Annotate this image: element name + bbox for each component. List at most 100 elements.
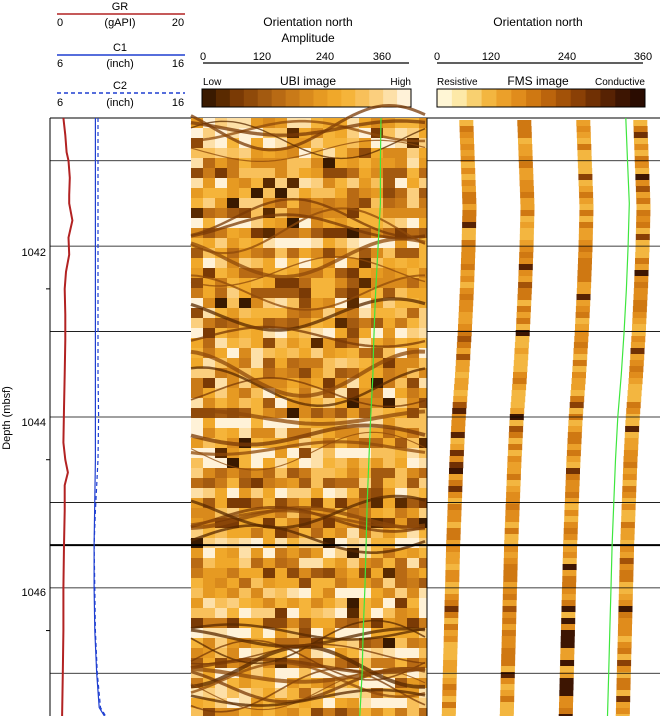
ubi-pixel [407,458,420,469]
ubi-pixel [203,168,216,179]
ubi-pixel [419,618,428,629]
ubi-pixel [311,328,324,339]
ubi-header: Orientation north Amplitude 0 120 240 36… [200,15,412,108]
ubi-pixel [335,598,348,609]
ubi-pixel [287,118,300,129]
ubi-pixel [215,608,228,619]
fms-pad-pixel [509,426,524,433]
ubi-pixel [299,538,312,549]
fms-pad-pixel [519,168,534,175]
ubi-pixel [203,668,216,679]
ubi-pixel [407,568,420,579]
ubi-pixel [323,398,336,409]
ubi-pixel [287,268,300,279]
fms-pad-pixel [449,462,464,469]
ubi-pixel [299,588,312,599]
fms-pad-pixel [573,348,588,355]
fms-pad-pixel [502,618,517,625]
fms-pad-pixel [501,660,516,667]
ubi-pixel [227,188,240,199]
ubi-pixel [239,118,252,129]
ubi-pixel [347,298,360,309]
fms-pad-pixel [502,594,517,601]
ubi-pixel [299,698,312,709]
fms-pad-pixel [621,504,636,511]
fms-pad-pixel [504,528,519,535]
ubi-pixel [275,158,288,169]
fms-pad-pixel [500,696,515,703]
ubi-pixel [383,438,396,449]
fms-pad-pixel [442,678,457,685]
ubi-pixel [359,358,372,369]
fms-pad-pixel [615,714,630,716]
ubi-pixel [191,438,204,449]
ubi-pixel [323,458,336,469]
fms-pad-pixel [517,120,532,127]
ubi-pixel [191,598,204,609]
ubi-pixel [215,298,228,309]
ubi-pixel [203,648,216,659]
fms-pad-pixel [577,138,591,145]
ubi-pixel [239,418,252,429]
ubi-pixel [203,638,216,649]
fms-pad-pixel [620,522,635,529]
ubi-pixel [191,338,204,349]
ubi-pixel [239,588,252,599]
ubi-pixel [275,418,288,429]
ubi-pixel [251,448,264,459]
ubi-pixel [359,528,372,539]
ubi-pixel [191,198,204,209]
ubi-pixel [299,618,312,629]
ubi-pixel [299,208,312,219]
ubi-fracture-trace [190,197,426,238]
ubi-pixel [203,128,216,139]
ubi-pixel [347,378,360,389]
fms-pad-pixel [502,612,517,619]
fms-image-label: FMS image [507,74,569,88]
ubi-pixel [251,688,264,699]
ubi-pixel [395,358,408,369]
ubi-pixel [347,708,360,716]
ubi-pixel [323,328,336,339]
ubi-pixel [275,708,288,716]
ubi-pixel [407,608,420,619]
ubi-pixel [287,188,300,199]
ubi-pixel [407,308,420,319]
ubi-pixel [275,478,288,489]
ubi-pixel [323,268,336,279]
fms-pad-pixel [509,420,524,427]
fms-pad-pixel [458,318,473,325]
fms-pad-pixel [504,546,518,553]
ubi-pixel [227,708,240,716]
ubi-pixel [371,228,384,239]
fms-pad-pixel [562,582,577,589]
ubi-pixel [395,338,408,349]
ubi-fracture-trace [190,255,426,287]
ubi-pixel [275,618,288,629]
fms-pad-pixel [501,642,516,649]
ubi-pixel [191,318,204,329]
ubi-pixel [251,578,264,589]
ubi-pixel [299,298,312,309]
scale-swatch [202,89,217,107]
ubi-pixel [215,648,228,659]
c2-curve [93,118,107,716]
ubi-pixel [383,638,396,649]
ubi-pixel [419,208,428,219]
ubi-pixel [335,228,348,239]
ubi-pixel [287,328,300,339]
ubi-pixel [287,168,300,179]
ubi-pixel [311,148,324,159]
fms-pad-pixel [578,174,593,181]
ubi-pixel [251,498,264,509]
ubi-pixel [191,218,204,229]
fms-pad-pixel [576,120,591,127]
ubi-pixel [335,588,348,599]
ubi-pixel [395,518,408,529]
ubi-pixel [323,428,336,439]
ubi-pixel [263,218,276,229]
ubi-pixel [419,668,428,679]
ubi-pixel [251,288,264,299]
fms-pad-pixel [520,204,535,211]
ubi-pixel [359,658,372,669]
